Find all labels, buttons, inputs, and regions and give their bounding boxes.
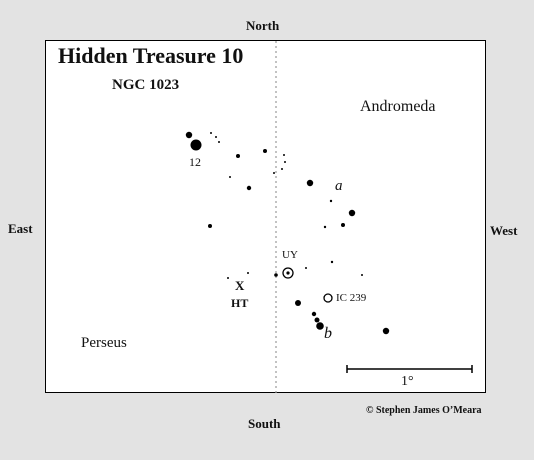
- star-b-label: b: [324, 325, 332, 342]
- star: [311, 311, 317, 317]
- star: [208, 224, 212, 228]
- compass-south: South: [248, 416, 281, 431]
- star: [215, 136, 217, 138]
- compass-west: West: [490, 223, 518, 238]
- star: [382, 327, 390, 335]
- star: [330, 260, 334, 264]
- copyright-credit: © Stephen James O’Meara: [366, 405, 482, 416]
- uy-star-dot: [286, 271, 290, 275]
- star: [185, 131, 193, 139]
- star: [283, 154, 285, 156]
- star-chart: Hidden Treasure 10 NGC 1023 Andromeda Pe…: [45, 40, 486, 394]
- star: [361, 274, 363, 276]
- star: [295, 300, 301, 306]
- star: [284, 161, 286, 163]
- scale-label: 1°: [401, 374, 414, 389]
- star: [273, 172, 275, 174]
- star: [306, 179, 314, 187]
- star: [218, 141, 220, 143]
- star-b: [316, 322, 324, 330]
- target-label: HT: [231, 296, 249, 310]
- star: [314, 317, 320, 323]
- star: [229, 176, 231, 178]
- uy-star-ring: [282, 267, 294, 279]
- star: [210, 132, 212, 134]
- constellation-perseus: Perseus: [81, 335, 127, 351]
- target-marker: X: [235, 278, 245, 293]
- star: [323, 225, 327, 229]
- star-12-label: 12: [189, 155, 201, 169]
- uy-label: UY: [282, 249, 298, 261]
- compass-east: East: [8, 221, 33, 236]
- star-a-label: a: [335, 178, 343, 194]
- ic239-label: IC 239: [336, 292, 367, 304]
- chart-subtitle: NGC 1023: [112, 77, 180, 93]
- ic239-galaxy-symbol: [323, 293, 333, 303]
- star: [348, 209, 356, 217]
- star: [281, 168, 283, 170]
- star: [274, 273, 278, 277]
- chart-title: Hidden Treasure 10: [58, 43, 244, 68]
- star: [341, 223, 345, 227]
- constellation-andromeda: Andromeda: [360, 98, 436, 115]
- star: [263, 149, 267, 153]
- star: [329, 199, 333, 203]
- compass-north: North: [246, 18, 280, 33]
- star-12: [190, 139, 202, 151]
- star: [246, 185, 252, 191]
- star: [236, 154, 240, 158]
- star: [227, 277, 229, 279]
- star: [247, 272, 249, 274]
- star-chart-graphics: [185, 41, 473, 394]
- star: [305, 267, 307, 269]
